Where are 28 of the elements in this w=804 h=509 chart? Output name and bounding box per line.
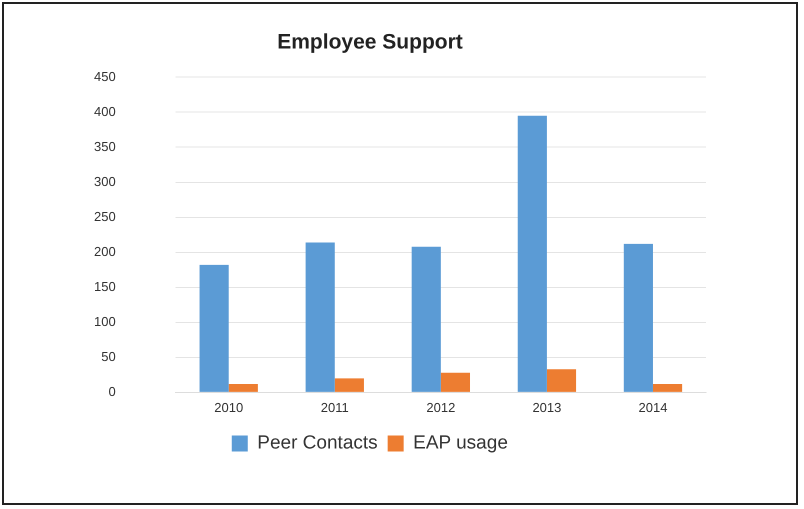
x-tick-label: 2010 <box>214 400 244 415</box>
y-tick-label: 250 <box>94 208 116 224</box>
bar <box>652 384 682 392</box>
y-tick-label: 150 <box>94 278 116 294</box>
y-tick-label: 400 <box>94 104 116 119</box>
bar <box>440 372 470 392</box>
x-tick-label: 2014 <box>638 400 668 415</box>
y-tick-label: 450 <box>94 68 116 84</box>
bar <box>546 369 576 392</box>
y-tick-label: 350 <box>94 138 116 154</box>
bar <box>228 384 258 392</box>
x-tick-label: 2013 <box>532 400 562 415</box>
y-tick-label: 200 <box>94 244 116 259</box>
bar <box>334 378 364 392</box>
chart-title: Employee Support <box>277 30 463 54</box>
y-tick-label: 100 <box>94 314 116 329</box>
legend-label: EAP usage <box>413 432 508 454</box>
bar <box>518 116 547 392</box>
x-tick-label: 2011 <box>320 400 349 415</box>
y-tick-label: 0 <box>108 384 116 399</box>
legend-label: Peer Contacts <box>257 432 378 454</box>
y-tick-label: 50 <box>101 348 116 364</box>
bar <box>412 246 441 392</box>
bar <box>306 242 335 392</box>
bar <box>200 264 229 392</box>
x-tick-label: 2012 <box>426 400 456 415</box>
y-tick-label: 300 <box>94 174 116 189</box>
bar <box>624 244 653 392</box>
